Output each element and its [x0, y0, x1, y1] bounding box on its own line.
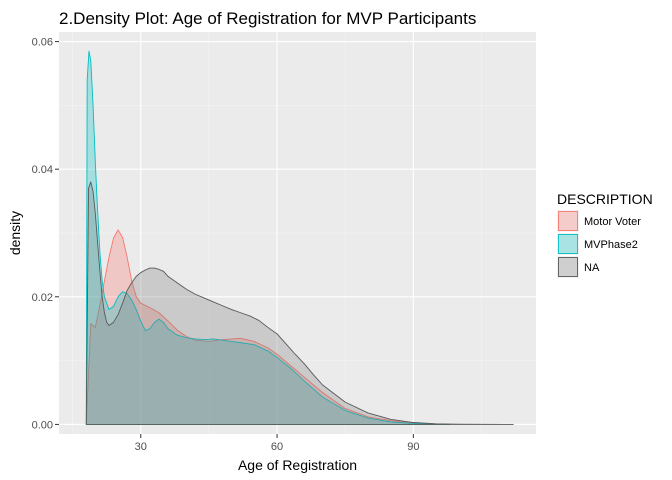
- y-tick-label: 0.06: [32, 37, 53, 49]
- legend-swatch-motor-voter: [558, 211, 578, 231]
- legend-label-motor-voter: Motor Voter: [584, 216, 641, 228]
- x-tick-label: 60: [271, 441, 283, 453]
- legend-items: Motor Voter MVPhase2 NA: [557, 210, 641, 278]
- chart-title: 2.Density Plot: Age of Registration for …: [59, 9, 476, 28]
- x-tick-label: 30: [135, 441, 147, 453]
- legend-title: DESCRIPTION: [557, 191, 653, 207]
- legend-label-na: NA: [584, 262, 600, 274]
- density-areas: [85, 50, 514, 425]
- legend-swatch-mvphase2: [558, 234, 578, 254]
- legend-key-bg: [557, 233, 579, 255]
- y-tick-label: 0.04: [32, 164, 53, 176]
- legend-label-mvphase2: MVPhase2: [584, 239, 638, 251]
- y-tick-label: 0.00: [32, 419, 53, 431]
- y-tick-label: 0.02: [32, 292, 53, 304]
- y-axis-title: density: [7, 211, 23, 255]
- x-tick-label: 90: [407, 441, 419, 453]
- legend-swatch-na: [558, 257, 578, 277]
- legend-key-bg: [557, 256, 579, 278]
- legend: DESCRIPTION Motor Voter MVPhase2 NA: [557, 191, 653, 278]
- density-area-mvphase2: [85, 50, 451, 425]
- x-axis-title: Age of Registration: [238, 457, 357, 473]
- legend-key-bg: [557, 210, 579, 232]
- density-area-na: [85, 181, 514, 425]
- axes: 0.00 0.02 0.04 0.06 30 60 90: [32, 37, 420, 453]
